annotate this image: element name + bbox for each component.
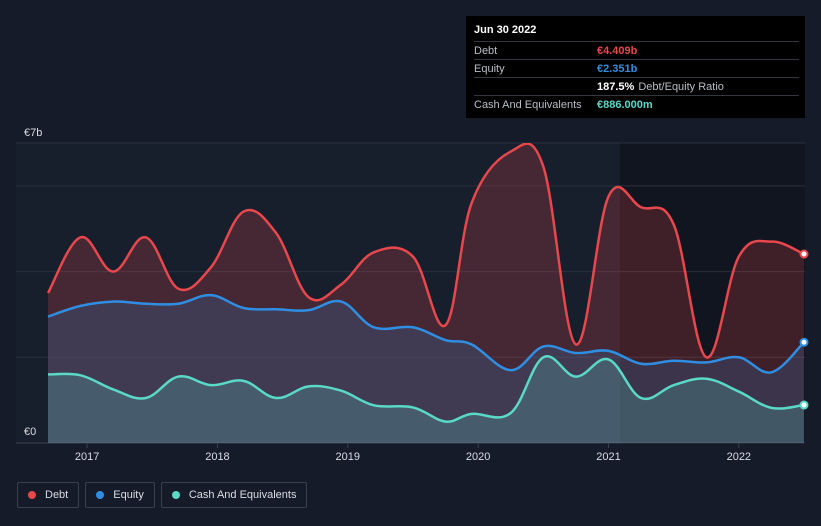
debt-end-marker [799, 249, 809, 259]
cash-line [47, 355, 805, 423]
tooltip-cash-label: Cash And Equivalents [474, 98, 582, 111]
x-tick-label-2017: 2017 [75, 451, 99, 463]
y-tick-label-bottom: €0 [24, 426, 36, 438]
legend-dot-cash [171, 491, 180, 499]
legend-item-cash[interactable]: Cash And Equivalents [160, 482, 308, 508]
legend-item-equity[interactable]: Equity [85, 482, 155, 508]
tooltip-debt-value: €4.409b [597, 44, 638, 57]
grid-lines [16, 142, 805, 444]
legend-dot-equity [96, 491, 105, 499]
x-tick-label-2021: 2021 [596, 451, 620, 463]
plot-highlight-region [620, 143, 805, 444]
tooltip-cash-value: €886.000m [597, 98, 653, 111]
tooltip-row-cash: Cash And Equivalents €886.000m [474, 95, 799, 113]
tooltip-ratio-value: 187.5% [597, 80, 635, 93]
cash-end-marker [799, 400, 809, 410]
legend-dot-debt [28, 491, 36, 499]
y-tick-label-top: €7b [24, 127, 42, 139]
debt-line [46, 143, 805, 359]
tooltip-equity-label: Equity [474, 62, 505, 75]
x-tick-label-2022: 2022 [727, 451, 751, 463]
x-tick-label-2018: 2018 [205, 451, 229, 463]
tooltip-row-ratio: 187.5% Debt/Equity Ratio [474, 77, 799, 95]
cash-area [48, 356, 804, 443]
series-end-markers [799, 249, 809, 410]
equity-line [47, 293, 805, 374]
tooltip-row-debt: Debt €4.409b [474, 41, 799, 59]
x-tick-labels: 2017 2018 2019 2020 2021 2022 [75, 443, 751, 463]
series-lines [46, 143, 805, 423]
x-tick-label-2019: 2019 [336, 451, 360, 463]
tooltip-equity-value: €2.351b [597, 62, 638, 75]
data-tooltip: Jun 30 2022 Debt €4.409b Equity €2.351b … [466, 16, 805, 118]
tooltip-date: Jun 30 2022 [474, 24, 537, 36]
axes: €7b €0 [24, 127, 42, 438]
tooltip-ratio-suffix: Debt/Equity Ratio [638, 80, 724, 93]
legend-label-equity: Equity [113, 489, 144, 501]
legend-label-debt: Debt [45, 489, 69, 501]
equity-end-marker [799, 337, 809, 347]
tooltip-debt-label: Debt [474, 44, 498, 57]
legend-label-cash: Cash And Equivalents [188, 489, 297, 501]
tooltip-row-equity: Equity €2.351b [474, 59, 799, 77]
legend-item-debt[interactable]: Debt [17, 482, 80, 508]
equity-area [48, 295, 804, 443]
x-tick-label-2020: 2020 [466, 451, 490, 463]
chart-legend: Debt Equity Cash And Equivalents [17, 482, 313, 510]
